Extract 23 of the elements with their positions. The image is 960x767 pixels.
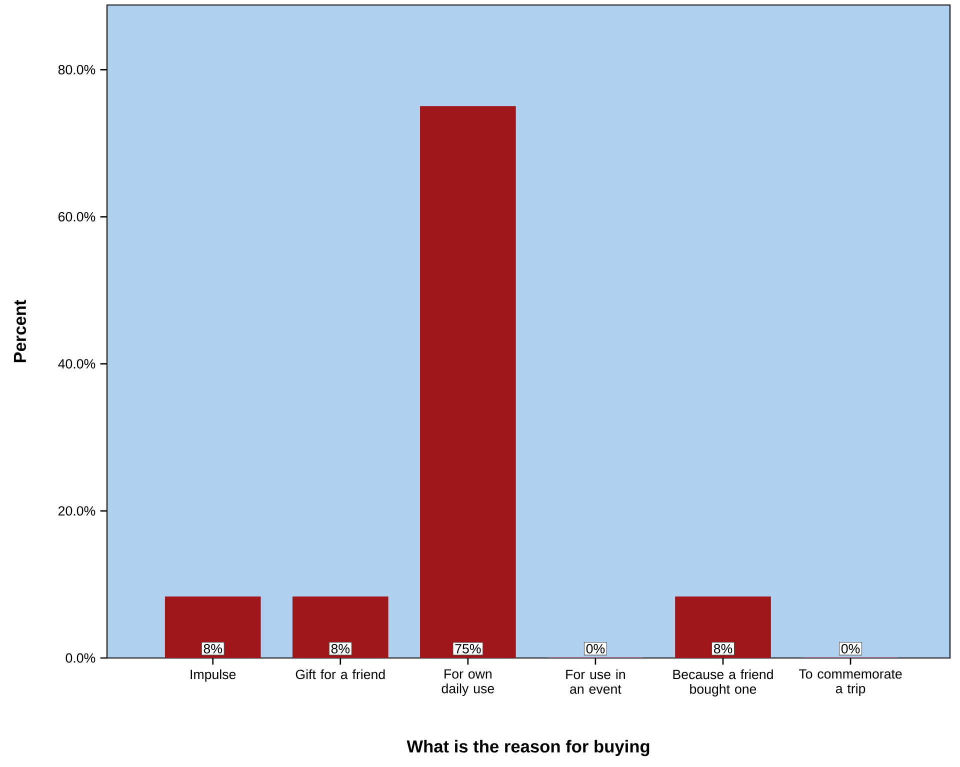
data-label: 8% <box>714 644 732 654</box>
data-label: 8% <box>204 644 222 654</box>
bar <box>292 596 388 658</box>
x-axis-title: What is the reason for buying <box>406 740 650 756</box>
y-tick-label: 60.0% <box>58 212 96 222</box>
y-tick-label: 80.0% <box>58 64 96 74</box>
bar <box>675 596 771 658</box>
y-tick-label: 20.0% <box>58 506 96 516</box>
data-label: 0% <box>841 644 860 654</box>
x-tick-label: For use in an event <box>566 669 625 694</box>
x-tick-label: For own daily use <box>442 669 494 696</box>
x-tick-label: To commemorate a trip <box>798 669 902 696</box>
y-axis-title: Percent <box>14 300 26 362</box>
x-tick-label: Impulse <box>190 669 236 682</box>
data-label: 8% <box>331 644 350 654</box>
y-tick-label: 40.0% <box>58 359 96 369</box>
y-tick-label: 0.0% <box>66 653 96 663</box>
data-label: 75% <box>455 644 481 654</box>
x-tick-label: Gift for a friend <box>296 669 385 680</box>
bar <box>164 596 261 658</box>
data-label: 0% <box>586 644 605 654</box>
x-tick-label: Because a friend bought one <box>673 669 773 696</box>
bar <box>420 106 516 658</box>
